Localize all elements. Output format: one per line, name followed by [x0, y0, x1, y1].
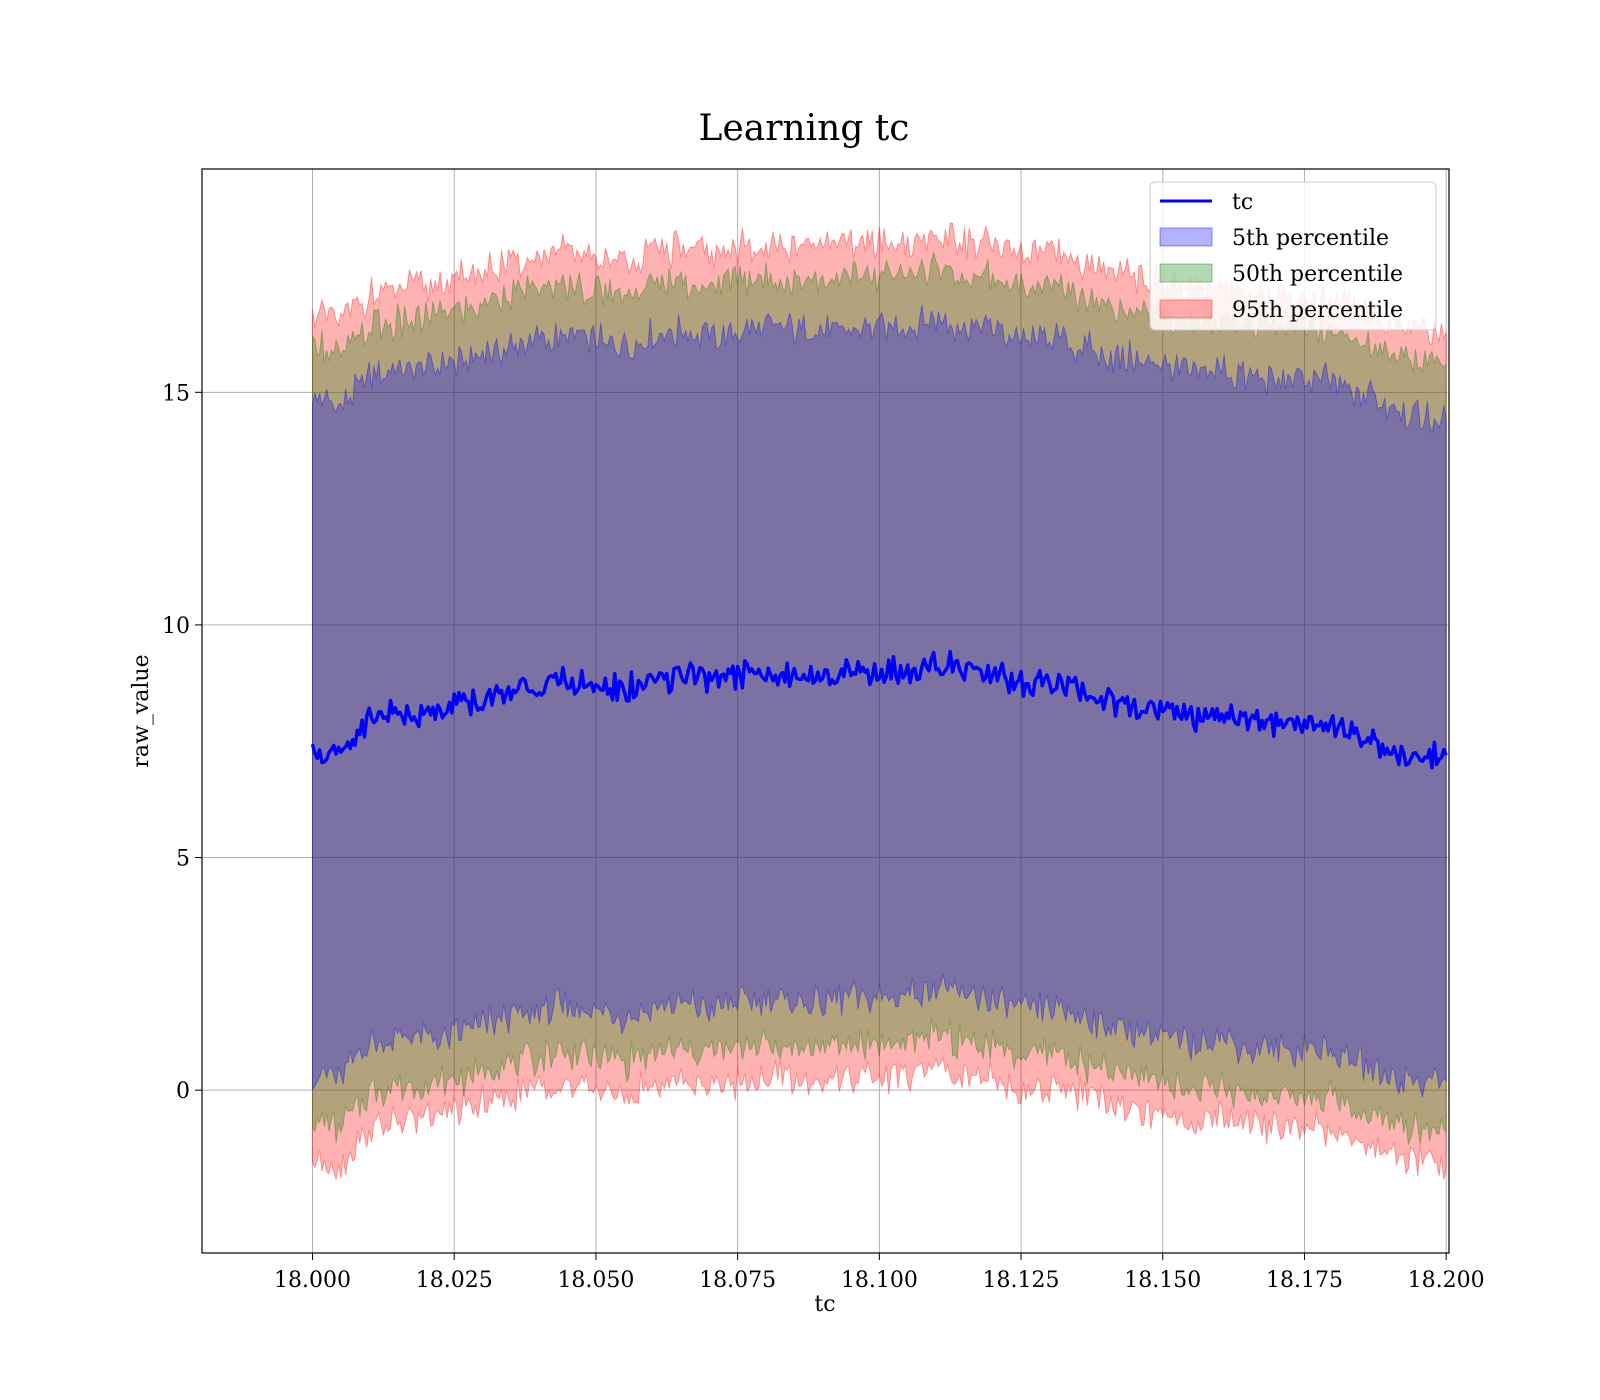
- legend-label-5th-percentile: 5th percentile: [1232, 226, 1389, 251]
- legend-swatch-50th-percentile: [1159, 263, 1213, 283]
- legend-label-95th-percentile: 95th percentile: [1232, 298, 1403, 323]
- x-tick-label: 18.100: [841, 1268, 918, 1293]
- x-tick-label: 18.175: [1266, 1268, 1343, 1293]
- band-50th-percentile: [312, 250, 1447, 1145]
- x-tick-label: 18.000: [274, 1268, 351, 1293]
- legend-label-50th-percentile: 50th percentile: [1232, 262, 1403, 287]
- series-line-tc: [310, 649, 1448, 770]
- legend-swatch-5th-percentile: [1159, 227, 1213, 247]
- grid-layer: [202, 169, 1449, 1253]
- y-tick-label: 15: [162, 381, 190, 406]
- plot-frame: [201, 168, 1450, 1254]
- x-tick-label: 18.075: [699, 1268, 776, 1293]
- x-axis-label: tc: [814, 1292, 835, 1317]
- x-tick-label: 18.125: [983, 1268, 1060, 1293]
- legend-label-tc: tc: [1232, 190, 1253, 215]
- x-tick-label: 18.050: [557, 1268, 634, 1293]
- y-tick-label: 10: [162, 614, 190, 639]
- y-axis-label: raw_value: [129, 654, 154, 767]
- axis-ticks: 18.000 18.025 18.050 18.075 18.100 18.125 18.1…: [162, 381, 1485, 1293]
- band-95th-percentile: [312, 222, 1447, 1180]
- x-tick-label: 18.025: [416, 1268, 493, 1293]
- x-tick-label: 18.150: [1124, 1268, 1201, 1293]
- chart-title: Learning tc: [699, 108, 910, 149]
- x-tick-label: 18.200: [1408, 1268, 1485, 1293]
- series-line-layer: [310, 649, 1448, 770]
- legend: tc 5th percentile 50th percentile 95th p…: [1149, 181, 1437, 331]
- y-tick-label: 5: [176, 847, 190, 872]
- percentile-bands: [312, 222, 1447, 1180]
- legend-box: [1149, 181, 1437, 331]
- legend-swatch-95th-percentile: [1159, 299, 1213, 319]
- y-tick-label: 0: [176, 1079, 190, 1104]
- band-5th-percentile: [312, 304, 1447, 1098]
